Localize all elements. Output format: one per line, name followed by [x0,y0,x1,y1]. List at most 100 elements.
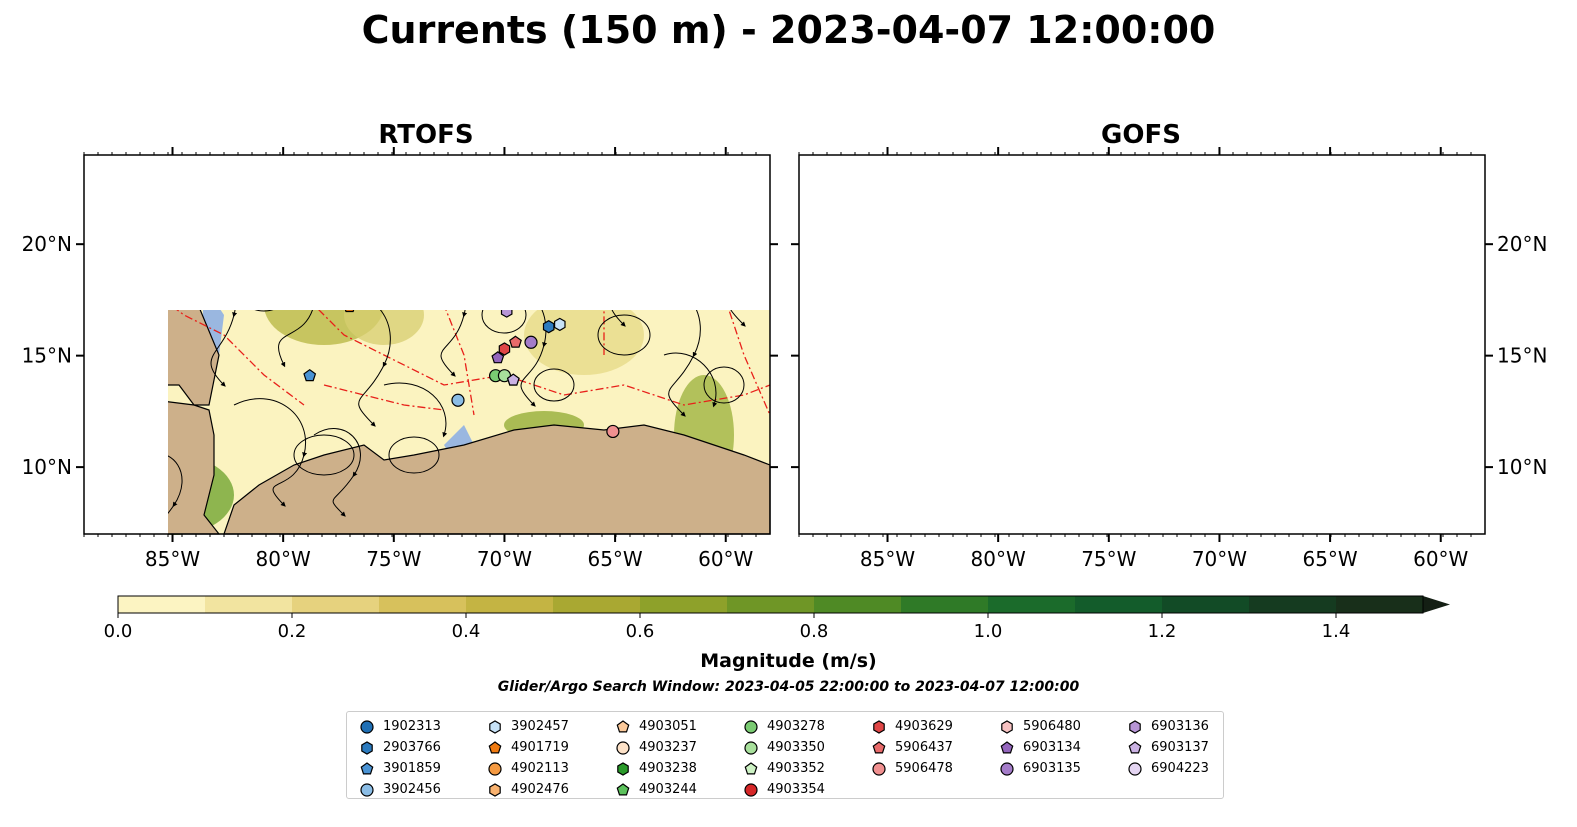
legend-label: 4903244 [639,782,697,797]
eddy-streamline [965,279,1009,311]
current-streamline [313,428,361,517]
lon-tick-label: 85°W [145,547,200,571]
current-streamline [1379,353,1431,405]
legend-marker-5906478 [872,761,886,776]
hexagon-marker-icon [361,740,373,755]
float-marker-3901859 [1019,370,1030,381]
high-current-patch [1169,225,1229,265]
current-streamline [1099,383,1161,435]
eddy-streamline [444,201,484,229]
legend-item: 4903350 [743,737,825,758]
lon-tick-label: 65°W [587,547,642,571]
eddy-streamline [481,310,527,334]
legend-item: 4902113 [487,758,569,779]
hexagon-marker-icon [1129,719,1141,734]
float-marker-6903136 [500,310,513,318]
legend-label: 4901719 [511,740,569,755]
legend-marker-4903051 [616,719,630,732]
eddy-streamline [533,368,575,402]
legend-column: 3902457 4901719 4902113 4902476 [487,716,569,800]
current-streamline [611,310,638,327]
legend-marker-4903629 [873,719,885,734]
eez-boundary [1269,155,1319,355]
legend-item: 6903135 [999,758,1081,779]
current-streamline [1419,193,1475,325]
colorbar-segment [988,596,1076,613]
colorbar-segment [1162,596,1250,613]
land-mass [1309,265,1354,275]
legend-label: 4902113 [511,761,569,776]
legend-label: 3902457 [511,719,569,734]
shelf-water [1159,425,1194,470]
land-mass [879,190,1119,247]
current-streamline [520,310,548,407]
legend-label: 4903278 [767,719,825,734]
high-current-patch [979,265,1099,345]
float-marker-6903135 [1240,336,1252,348]
float-marker-5906480 [860,521,870,533]
legend-column: 4903051 4903237 4903238 4903244 [615,716,697,800]
legend-label: 6903137 [1151,740,1209,755]
eddy-streamline [254,310,274,312]
legend-label: 4903354 [767,782,825,797]
current-magnitude-field [799,155,1485,534]
current-streamline [879,259,951,385]
colorbar-segment [640,596,728,613]
lon-tick-label: 80°W [971,547,1026,571]
pentagon-marker-icon [744,761,758,774]
circle-marker-icon [872,761,886,776]
map-panel-rtofs: 85°W 80°W 75°W 70°W 65°W 60°W 20°N 15°N 10°N [22,147,778,571]
colorbar-frame [117,595,1424,614]
float-marker-4903354 [851,176,863,188]
colorbar-segment [727,596,815,613]
legend-marker-4901719 [488,740,502,753]
high-current-patch [1239,295,1359,375]
colorbar-segment [118,596,206,613]
lon-tick-label: 60°W [698,547,753,571]
eddy-streamline [660,245,708,285]
legend-item: 5906478 [871,758,953,779]
float-marker-4903629 [498,342,511,356]
float-marker-6904223 [826,459,838,471]
legend-marker-4903352 [744,761,758,774]
lat-tick-label: 20°N [22,232,72,256]
land-mass [168,310,220,406]
legend-label: 3901859 [383,761,441,776]
legend-item: 4903352 [743,758,825,779]
legend-item: 5906480 [999,716,1081,737]
float-marker-4903238 [1139,194,1149,206]
legend-marker-1902313 [360,719,374,734]
eez-boundary [1039,385,1159,410]
legend-label: 5906478 [895,761,953,776]
pentagon-marker-icon [1128,740,1142,753]
legend-marker-6904223 [1128,761,1142,776]
eez-boundary [1099,155,1189,415]
float-marker-3902457 [1270,318,1280,330]
float-marker-4903629 [1214,343,1224,355]
pentagon-marker-icon [360,761,374,774]
colorbar-segment [466,596,554,613]
eddy-streamline [597,314,651,356]
panel-title-rtofs: RTOFS [378,120,474,150]
colorbar-segment [1249,596,1337,613]
legend-item: 6903137 [1127,737,1209,758]
float-marker-5906480 [145,521,155,533]
lon-tick-label: 70°W [1192,547,1247,571]
current-streamline [383,382,448,438]
legend-label: 4902476 [511,782,569,797]
eez-boundary [819,265,1019,405]
legend-marker-4903278 [744,719,758,734]
float-marker-4902476 [360,178,370,190]
current-streamline [949,399,1021,505]
legend-marker-2903766 [361,740,373,755]
land-mass [939,425,1485,534]
legend-item: 4903244 [615,779,697,800]
land-mass [799,400,934,534]
legend-item: 4903629 [871,716,953,737]
hexagon-marker-icon [873,719,885,734]
lat-tick-label: 20°N [1497,232,1547,256]
land-mass [84,155,124,227]
pentagon-marker-icon [616,719,630,732]
float-marker-1902313 [720,176,732,188]
land-mass [454,243,564,273]
